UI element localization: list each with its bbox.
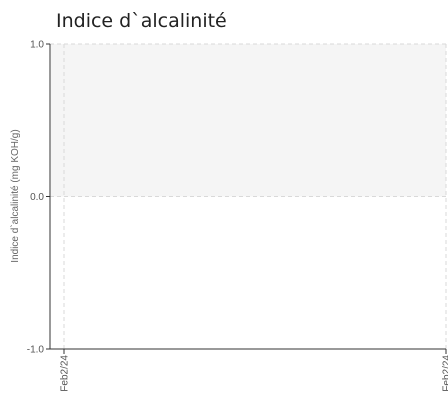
- y-tick-label-2: -1.0: [27, 345, 45, 356]
- y-tick-label-0: 1.0: [30, 40, 44, 51]
- grid-layer: [50, 43, 447, 349]
- shaded-band: [51, 44, 446, 197]
- chart-title: Indice d`alcalinité: [56, 10, 227, 32]
- x-tick-label-0: Feb2/24: [60, 355, 71, 392]
- y-tick-label-1: 0.0: [30, 192, 44, 203]
- y-tick-layer: 1.0 0.0 -1.0: [27, 40, 50, 356]
- shaded-band-layer: [51, 44, 446, 197]
- x-tick-layer: Feb2/24 Feb2/24: [60, 349, 448, 392]
- y-axis-label: Indice d`alcalinité (mg KOH/g): [9, 129, 21, 262]
- x-tick-label-1: Feb2/24: [442, 355, 448, 392]
